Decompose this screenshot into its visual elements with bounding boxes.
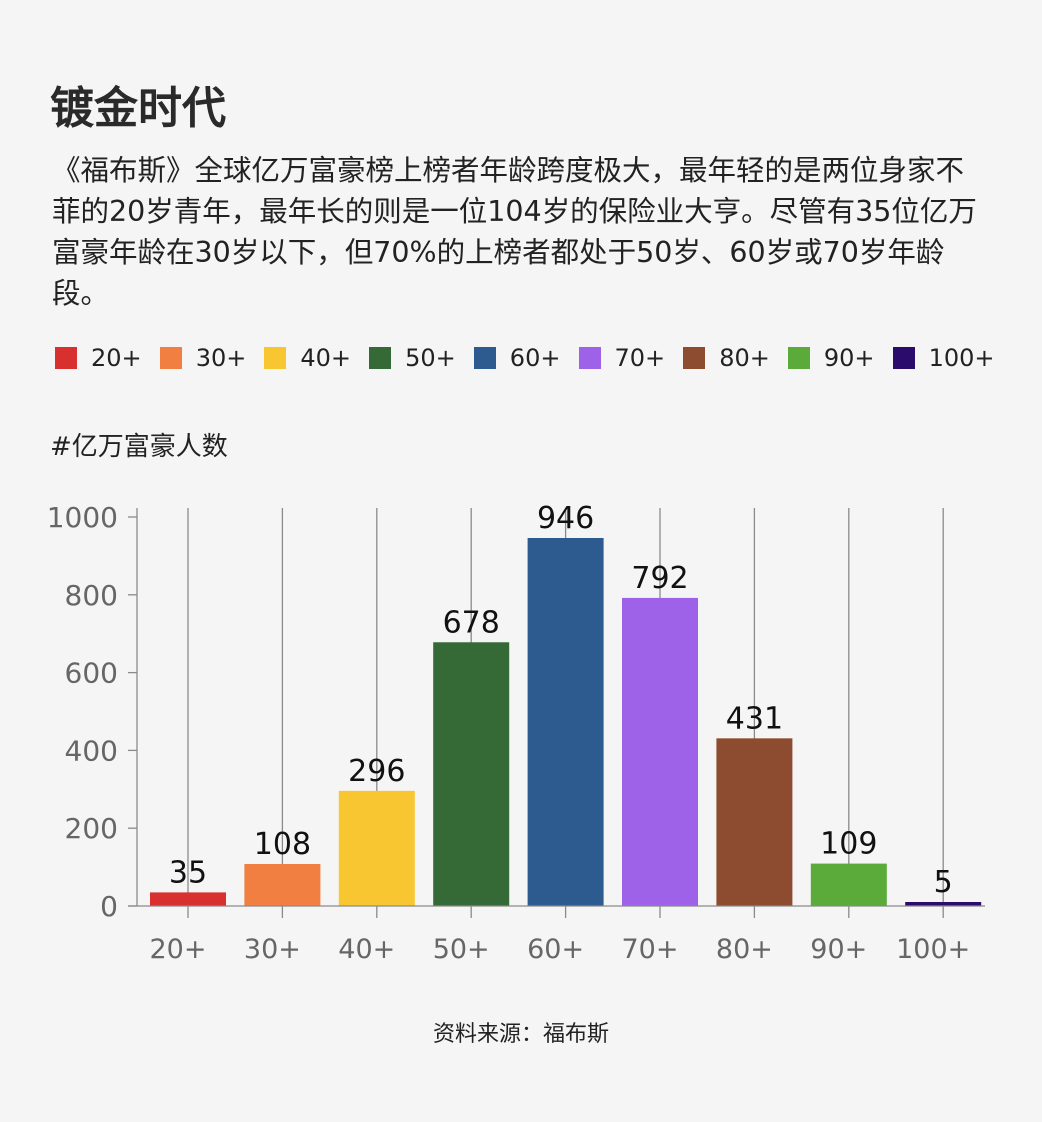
bar-40-plus [338, 790, 415, 906]
legend-label: 100+ [928, 344, 995, 372]
x-tick-label: 70+ [622, 934, 679, 965]
legend-label: 90+ [823, 344, 875, 372]
legend-item-60-plus: 60+ [473, 344, 561, 372]
data-label: 946 [537, 501, 594, 536]
x-tick-label: 50+ [433, 934, 490, 965]
legend-item-40-plus: 40+ [264, 344, 351, 372]
legend-label: 30+ [195, 344, 247, 372]
x-tick-label: 100+ [896, 934, 970, 965]
legend-swatch [55, 347, 77, 369]
legend-swatch [159, 347, 182, 369]
legend-item-90-plus: 90+ [787, 344, 875, 372]
legend: 20+ 30+ 40+ 50+ 60+ 70+ 80+ 90+ 100+ [55, 344, 1015, 374]
legend-swatch [369, 347, 392, 369]
y-tick-label: 0 [100, 890, 118, 923]
source-note: 资料来源：福布斯 [432, 1022, 609, 1047]
data-label: 678 [443, 605, 500, 640]
y-tick-label: 400 [65, 734, 118, 767]
legend-label: 80+ [719, 344, 770, 372]
legend-swatch [683, 347, 706, 369]
legend-label: 40+ [300, 344, 352, 372]
y-tick-label: 1000 [47, 501, 118, 534]
x-tick-label: 80+ [716, 934, 773, 965]
x-tick-label: 60+ [527, 934, 584, 965]
bar-90-plus [810, 863, 887, 906]
data-label: 5 [934, 865, 953, 900]
bar-20-plus [150, 892, 226, 906]
legend-item-30-plus: 30+ [159, 344, 247, 372]
x-tick-label: 90+ [810, 934, 867, 965]
y-tick-label: 600 [65, 657, 118, 690]
legend-swatch [264, 347, 287, 369]
bar-80-plus [716, 738, 793, 906]
data-label: 35 [169, 855, 207, 890]
data-label: 431 [726, 701, 783, 736]
data-label: 109 [820, 827, 877, 862]
legend-swatch [473, 347, 496, 369]
bar-100-plus [905, 902, 982, 906]
bar-50-plus [433, 642, 510, 906]
legend-swatch [787, 347, 810, 369]
y-axis-label: #亿万富豪人数 [50, 432, 228, 462]
legend-swatch [578, 347, 601, 369]
legend-swatch [892, 347, 915, 369]
bar-70-plus [622, 597, 698, 906]
legend-item-100-plus: 100+ [892, 344, 995, 372]
y-tick-label: 800 [65, 579, 118, 612]
legend-label: 70+ [614, 344, 666, 372]
legend-item-80-plus: 80+ [683, 344, 770, 372]
legend-label: 60+ [509, 344, 561, 372]
bar-30-plus [244, 863, 321, 906]
legend-item-70-plus: 70+ [578, 344, 666, 372]
y-tick-label: 200 [65, 812, 118, 845]
x-tick-label: 30+ [244, 934, 301, 965]
x-tick-label: 20+ [150, 934, 207, 965]
bar-60-plus [527, 538, 604, 906]
legend-label: 50+ [405, 344, 456, 372]
legend-item-50-plus: 50+ [369, 344, 456, 372]
data-label: 108 [254, 827, 311, 862]
data-label: 792 [631, 561, 688, 596]
legend-item-20-plus: 20+ [55, 344, 142, 372]
data-label: 296 [348, 754, 405, 789]
chart-title: 镀金时代 [50, 83, 226, 134]
chart-description: 《福布斯》全球亿万富豪榜上榜者年龄跨度极大，最年轻的是两位身家不菲的20岁青年，… [52, 154, 977, 310]
legend-label: 20+ [91, 344, 142, 372]
x-tick-label: 40+ [338, 934, 395, 965]
